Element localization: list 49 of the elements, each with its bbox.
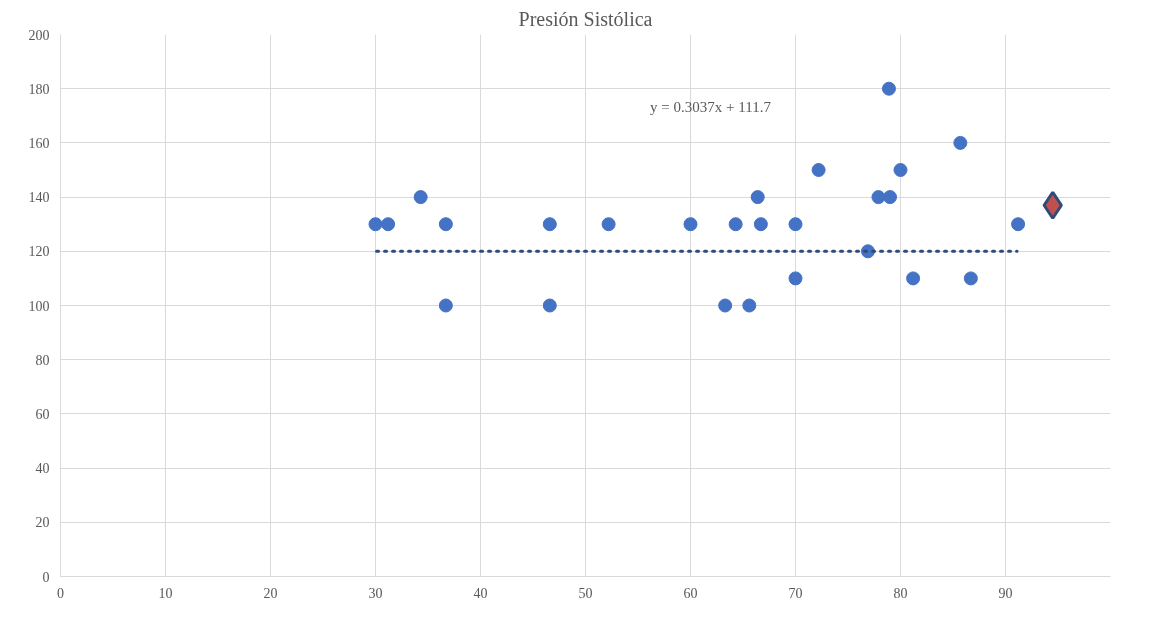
point <box>438 217 453 232</box>
y-tick-label: 60 <box>35 406 50 422</box>
point <box>953 135 968 150</box>
point <box>601 217 616 232</box>
y-tick-label: 20 <box>35 515 50 531</box>
y-tick-label: 40 <box>35 461 50 477</box>
point <box>1042 190 1063 220</box>
x-tick-label: 0 <box>57 585 64 601</box>
y-tick-label: 0 <box>42 569 50 585</box>
point <box>742 298 757 313</box>
point <box>750 190 765 205</box>
point <box>871 190 886 205</box>
x-tick-label: 70 <box>788 585 803 601</box>
y-tick-label: 180 <box>28 81 50 97</box>
y-tick-label: 120 <box>28 244 50 260</box>
annotation: y = 0.3037x + 111.7 <box>650 98 772 115</box>
point <box>753 217 768 232</box>
point <box>718 298 733 313</box>
y-tick-label: 160 <box>28 135 50 151</box>
point <box>788 217 803 232</box>
point <box>413 190 428 205</box>
point <box>906 271 921 286</box>
point <box>788 271 803 286</box>
x-tick-label: 10 <box>158 585 173 601</box>
point <box>542 217 557 232</box>
x-tick-label: 30 <box>368 585 383 601</box>
point <box>438 298 453 313</box>
y-tick-label: 80 <box>35 352 50 368</box>
point <box>811 163 826 177</box>
x-tick-label: 60 <box>683 585 698 601</box>
point <box>881 81 896 96</box>
point <box>381 217 396 232</box>
x-tick-label: 20 <box>263 585 278 601</box>
point <box>542 298 557 313</box>
y-tick-label: 100 <box>28 298 50 314</box>
chart-title: Presión Sistólica <box>518 7 653 30</box>
y-tick-label: 200 <box>28 27 50 43</box>
x-tick-label: 50 <box>578 585 593 601</box>
y-tick-label: 140 <box>28 190 50 206</box>
point <box>683 217 698 232</box>
point <box>893 163 908 177</box>
x-tick-label: 40 <box>473 585 488 601</box>
point <box>1011 217 1026 232</box>
point <box>883 190 897 205</box>
x-tick-label: 80 <box>893 585 908 601</box>
point <box>368 217 383 232</box>
point <box>963 271 978 286</box>
x-tick-label: 90 <box>998 585 1013 601</box>
point <box>728 217 743 232</box>
